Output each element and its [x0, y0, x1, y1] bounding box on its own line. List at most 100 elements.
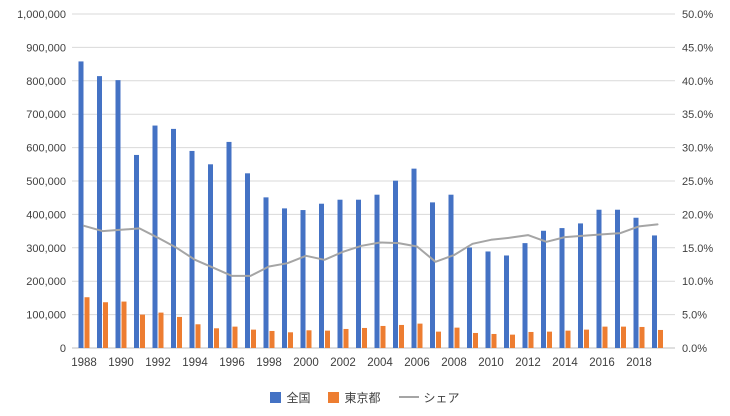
y-left-tick-label: 0 [60, 343, 66, 355]
bar-zenkoku-2019 [652, 235, 657, 348]
bar-zenkoku-2016 [596, 209, 602, 348]
x-axis-tick-label: 2016 [589, 357, 615, 369]
y-left-tick-label: 800,000 [26, 76, 66, 88]
y-left-tick-label: 700,000 [26, 109, 66, 121]
legend-label-zenkoku: 全国 [286, 390, 311, 405]
x-axis-tick-label: 1990 [108, 357, 134, 369]
bar-zenkoku-2005 [393, 180, 398, 348]
y-left-tick-label: 100,000 [26, 310, 66, 322]
legend-item-tokyo: 東京都 [328, 389, 381, 406]
bar-zenkoku-1999 [282, 208, 287, 348]
bar-zenkoku-2011 [504, 255, 509, 348]
bar-zenkoku-2015 [578, 223, 583, 348]
y-right-tick-label: 45.0% [682, 42, 713, 54]
y-right-tick-label: 35.0% [682, 109, 713, 121]
bar-tokyo-2004 [380, 325, 386, 348]
y-left-tick-label: 200,000 [26, 276, 66, 288]
bar-zenkoku-1998 [263, 197, 269, 348]
bar-zenkoku-1993 [171, 128, 176, 348]
bar-tokyo-1997 [251, 329, 256, 348]
x-axis-tick-label: 1998 [256, 357, 282, 369]
bar-zenkoku-1996 [226, 141, 232, 348]
bar-tokyo-2003 [362, 327, 367, 348]
legend-item-zenkoku: 全国 [270, 389, 310, 406]
y-left-tick-label: 400,000 [26, 209, 66, 221]
bar-tokyo-1990 [121, 301, 127, 348]
x-axis-tick-label: 2002 [330, 357, 356, 369]
y-left-tick-label: 300,000 [26, 243, 66, 255]
bar-tokyo-2015 [584, 329, 589, 348]
bar-zenkoku-2006 [411, 168, 417, 348]
bar-tokyo-2019 [658, 329, 663, 348]
x-axis-tick-label: 2004 [367, 357, 393, 369]
bar-zenkoku-2001 [319, 203, 324, 348]
y-right-tick-label: 40.0% [682, 76, 713, 88]
x-axis-tick-label: 2008 [441, 357, 467, 369]
y-right-tick-label: 0.0% [682, 343, 707, 355]
x-axis-tick-label: 2006 [404, 357, 430, 369]
bar-tokyo-2009 [473, 332, 478, 348]
bar-zenkoku-2000 [300, 210, 306, 348]
bar-tokyo-1995 [214, 328, 219, 348]
y-right-tick-label: 5.0% [682, 310, 707, 322]
x-axis-tick-label: 1994 [182, 357, 208, 369]
y-left-tick-label: 1,000,000 [17, 9, 66, 21]
bar-tokyo-2010 [491, 333, 497, 348]
y-right-tick-label: 10.0% [682, 276, 713, 288]
bar-tokyo-2007 [436, 331, 441, 348]
bar-tokyo-2017 [621, 326, 626, 348]
bar-zenkoku-2018 [633, 217, 639, 348]
bar-tokyo-2001 [325, 330, 330, 348]
bar-tokyo-2008 [454, 327, 460, 348]
bar-zenkoku-1997 [245, 173, 250, 348]
x-axis-tick-label: 2012 [515, 357, 541, 369]
tokyo-swatch-icon [328, 391, 340, 403]
bar-tokyo-1999 [288, 332, 293, 348]
bar-zenkoku-2012 [522, 243, 528, 348]
legend-label-tokyo: 東京都 [344, 390, 381, 405]
x-axis-tick-label: 2010 [478, 357, 504, 369]
bar-zenkoku-2009 [467, 247, 472, 348]
bar-tokyo-2014 [565, 330, 571, 348]
bar-tokyo-1991 [140, 314, 145, 348]
bar-zenkoku-1994 [189, 150, 195, 348]
bar-zenkoku-2010 [485, 251, 491, 348]
bar-zenkoku-1989 [97, 76, 102, 349]
x-axis-tick-label: 1988 [71, 357, 97, 369]
x-axis-tick-label: 2018 [626, 357, 652, 369]
bar-zenkoku-2014 [559, 228, 565, 348]
y-right-tick-label: 20.0% [682, 209, 713, 221]
x-axis-tick-label: 2014 [552, 357, 578, 369]
bar-tokyo-2012 [528, 331, 534, 348]
x-axis-tick-label: 2000 [293, 357, 319, 369]
bar-zenkoku-2003 [356, 199, 361, 348]
bar-tokyo-2013 [547, 331, 552, 348]
bar-tokyo-1992 [158, 312, 164, 348]
y-left-tick-label: 900,000 [26, 42, 66, 54]
bar-zenkoku-1995 [208, 164, 213, 348]
bar-tokyo-2018 [639, 326, 645, 348]
bar-tokyo-2005 [399, 324, 404, 348]
bar-tokyo-2006 [417, 323, 423, 348]
y-left-tick-label: 500,000 [26, 176, 66, 188]
bar-zenkoku-2007 [430, 202, 435, 348]
bar-tokyo-2002 [343, 328, 349, 348]
share-line-swatch-icon [398, 396, 419, 398]
bar-tokyo-2016 [602, 326, 608, 348]
bar-tokyo-1996 [232, 326, 238, 348]
bar-zenkoku-2002 [337, 199, 343, 348]
x-axis-tick-label: 1996 [219, 357, 245, 369]
y-right-tick-label: 15.0% [682, 243, 713, 255]
zenkoku-swatch-icon [270, 391, 282, 403]
bar-zenkoku-1990 [115, 80, 121, 348]
bar-tokyo-1994 [195, 324, 201, 348]
bar-tokyo-1998 [269, 330, 275, 348]
y-left-tick-label: 600,000 [26, 143, 66, 155]
bar-tokyo-1993 [177, 316, 182, 348]
bar-tokyo-1988 [84, 297, 90, 348]
y-right-tick-label: 50.0% [682, 9, 713, 21]
bar-tokyo-2011 [510, 334, 515, 348]
bar-zenkoku-1991 [134, 154, 139, 348]
